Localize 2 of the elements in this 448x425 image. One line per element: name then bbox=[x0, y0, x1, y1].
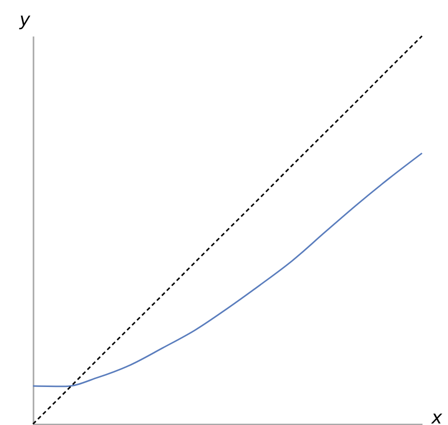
x-axis-title: x bbox=[430, 408, 442, 425]
y-axis-title: y bbox=[18, 10, 30, 30]
